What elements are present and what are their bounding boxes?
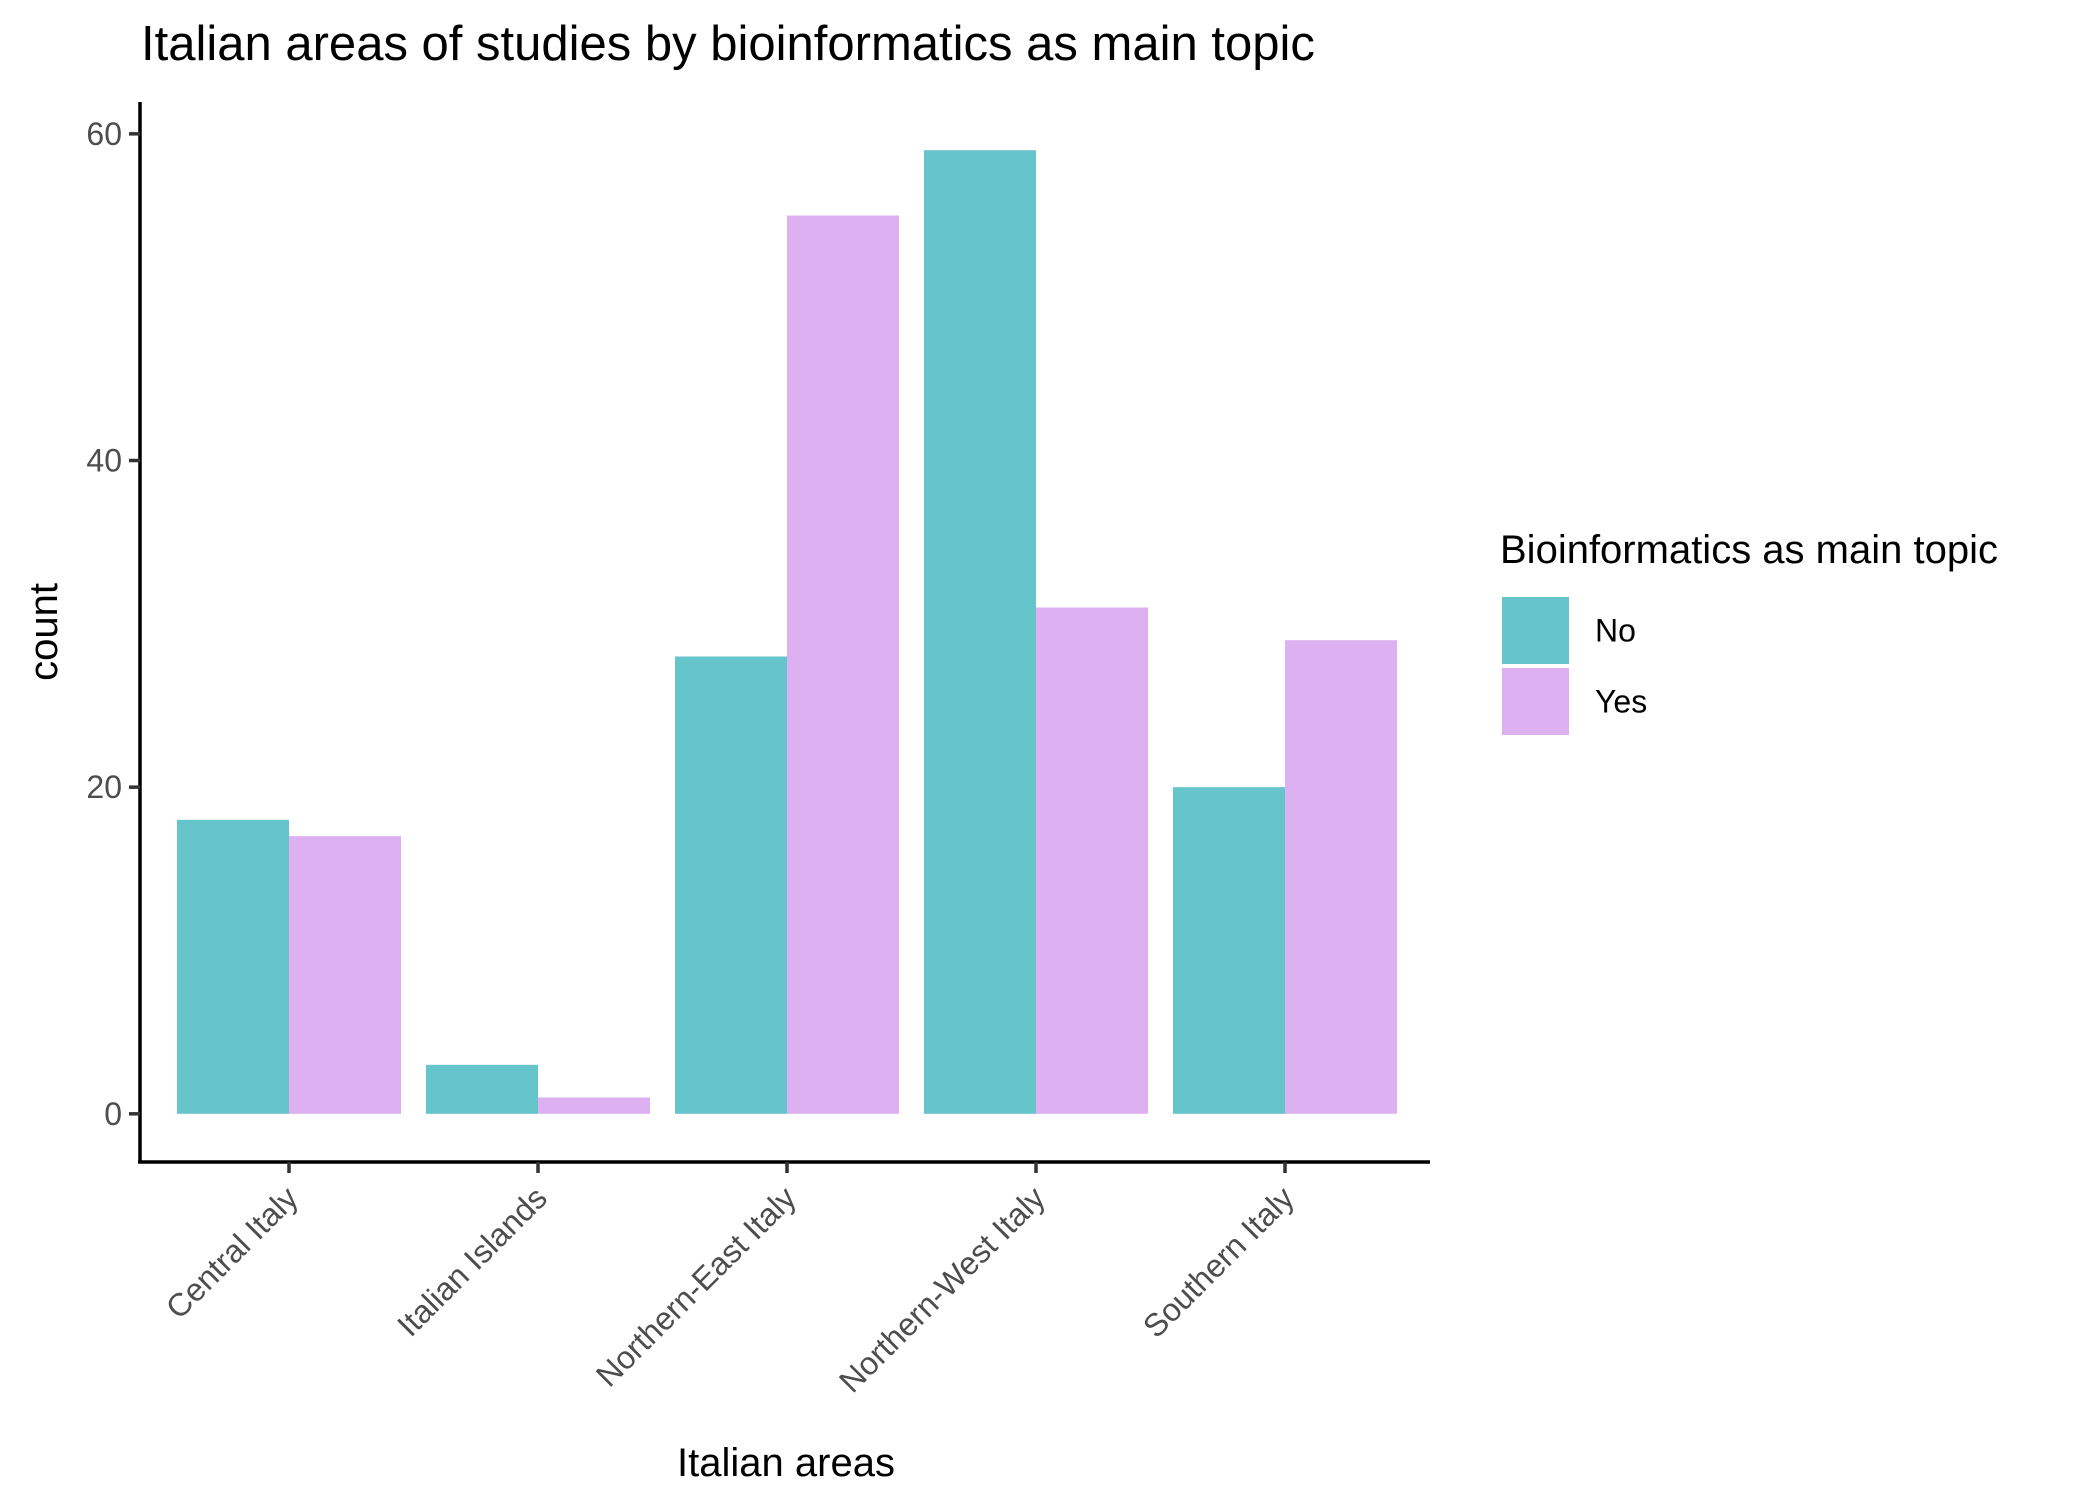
y-tick-label: 0: [104, 1096, 122, 1132]
x-axis-ticks: Central Italy Italian Islands Northern-Eas…: [159, 1162, 1301, 1399]
bar-central-italy-no: [177, 819, 289, 1114]
x-tick-label: Northern-East Italy: [589, 1179, 803, 1393]
y-tick-label: 40: [86, 443, 122, 479]
x-tick-label: Central Italy: [159, 1179, 305, 1325]
legend-key-no: [1502, 597, 1569, 664]
bar-southern-italy-no: [1173, 787, 1285, 1114]
bar-northern-west-italy-no: [924, 150, 1036, 1114]
x-tick-label: Northern-West Italy: [832, 1179, 1052, 1399]
y-axis-title: count: [22, 583, 66, 681]
bar-southern-italy-yes: [1285, 640, 1397, 1114]
legend-title: Bioinformatics as main topic: [1500, 528, 1998, 572]
y-tick-label: 20: [86, 769, 122, 805]
y-tick-label: 60: [86, 116, 122, 152]
legend: Bioinformatics as main topic No Yes: [1500, 528, 1998, 735]
bar-northern-west-italy-yes: [1036, 607, 1148, 1114]
legend-label-yes: Yes: [1595, 684, 1647, 720]
bar-northern-east-italy-no: [675, 656, 787, 1114]
x-axis-title: Italian areas: [677, 1441, 895, 1485]
legend-items: No Yes: [1502, 597, 1647, 735]
y-axis-ticks: 0 20 40 60: [86, 116, 140, 1132]
bar-central-italy-yes: [289, 836, 401, 1114]
bar-italian-islands-no: [426, 1064, 538, 1114]
bars-layer: [177, 150, 1397, 1114]
chart-title: Italian areas of studies by bioinformati…: [141, 17, 1315, 71]
bar-northern-east-italy-yes: [787, 215, 899, 1114]
legend-label-no: No: [1595, 613, 1636, 649]
x-tick-label: Italian Islands: [390, 1179, 554, 1343]
x-tick-label: Southern Italy: [1136, 1179, 1301, 1344]
bar-italian-islands-yes: [538, 1097, 650, 1114]
legend-key-yes: [1502, 668, 1569, 735]
